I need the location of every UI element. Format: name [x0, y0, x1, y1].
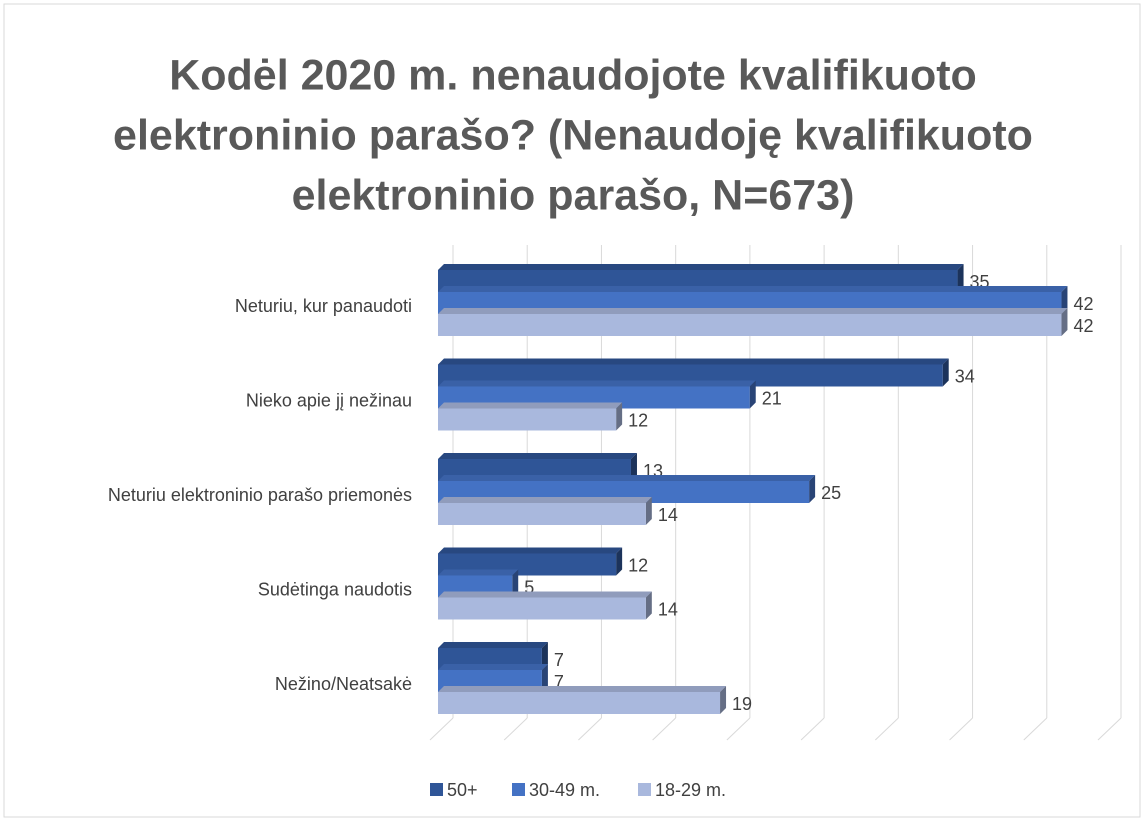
bar-side [957, 264, 964, 292]
category-label: Neturiu, kur panaudoti [235, 296, 412, 316]
bar-top [438, 264, 964, 270]
bar-top [438, 358, 949, 365]
category-label: Nieko apie jį nežinau [246, 390, 412, 410]
data-label: 7 [554, 672, 564, 692]
bar-side [541, 642, 548, 670]
bar-top [438, 686, 727, 692]
data-label: 7 [554, 650, 564, 670]
legend-label: 30-49 m. [529, 780, 600, 800]
bar-side [645, 497, 652, 525]
bar-side [616, 547, 623, 576]
bar [438, 503, 646, 525]
data-label: 42 [1073, 316, 1093, 336]
legend-label: 50+ [447, 780, 478, 800]
bar-side [809, 475, 816, 503]
grid-floor [949, 717, 973, 741]
bar-side [541, 664, 548, 692]
legend-swatch [430, 783, 443, 796]
bar-top [438, 475, 816, 481]
data-label: 25 [821, 483, 841, 503]
data-label: 34 [955, 366, 975, 386]
bar-top [438, 664, 548, 670]
grid-floor [1023, 717, 1048, 741]
category-label: Sudėtinga naudotis [258, 579, 412, 599]
bar [438, 314, 1062, 336]
data-label: 5 [524, 577, 534, 597]
data-label: 42 [1073, 294, 1093, 314]
chart-title: elektroninio parašo, N=673) [292, 171, 855, 219]
legend-swatch [512, 783, 525, 796]
grid-floor [726, 717, 751, 741]
chart-title: Kodėl 2020 m. nenaudojote kvalifikuoto [169, 51, 977, 99]
bar-side [942, 358, 949, 387]
bar-top [438, 308, 1068, 314]
grid-floor [652, 717, 677, 741]
bar-top [438, 569, 519, 576]
bar-top [438, 286, 1068, 292]
bar-top [438, 591, 652, 598]
data-label: 12 [628, 410, 648, 430]
grid-floor [1097, 717, 1122, 741]
category-label: Nežino/Neatsakė [275, 674, 412, 694]
grid-floor [578, 717, 602, 741]
bar-side [720, 686, 727, 714]
data-label: 14 [658, 505, 678, 525]
grid-floor [800, 717, 825, 741]
legend-label: 18-29 m. [655, 780, 726, 800]
bar-top [438, 497, 652, 503]
grid-floor [503, 717, 528, 741]
bar-side [616, 402, 623, 431]
bar-top [438, 547, 623, 554]
bar [438, 597, 646, 620]
data-label: 14 [658, 599, 678, 619]
data-label: 19 [732, 694, 752, 714]
bar [438, 408, 617, 431]
bar-top [438, 380, 756, 387]
bar-side [645, 591, 652, 620]
category-label: Neturiu elektroninio parašo priemonės [108, 485, 412, 505]
data-label: 21 [762, 388, 782, 408]
data-label: 12 [628, 555, 648, 575]
grid-floor [874, 717, 899, 741]
bar-top [438, 402, 623, 409]
legend-swatch [638, 783, 651, 796]
grid-floor [429, 717, 454, 741]
bar-side [1061, 286, 1068, 314]
chart-title: elektroninio parašo? (Nenaudoję kvalifik… [113, 111, 1033, 159]
bar-top [438, 642, 548, 648]
bar-side [1061, 308, 1068, 336]
bar-top [438, 453, 637, 459]
bar-side [630, 453, 637, 481]
bar-side [512, 569, 519, 598]
bar-side [749, 380, 756, 409]
bar [438, 692, 721, 714]
